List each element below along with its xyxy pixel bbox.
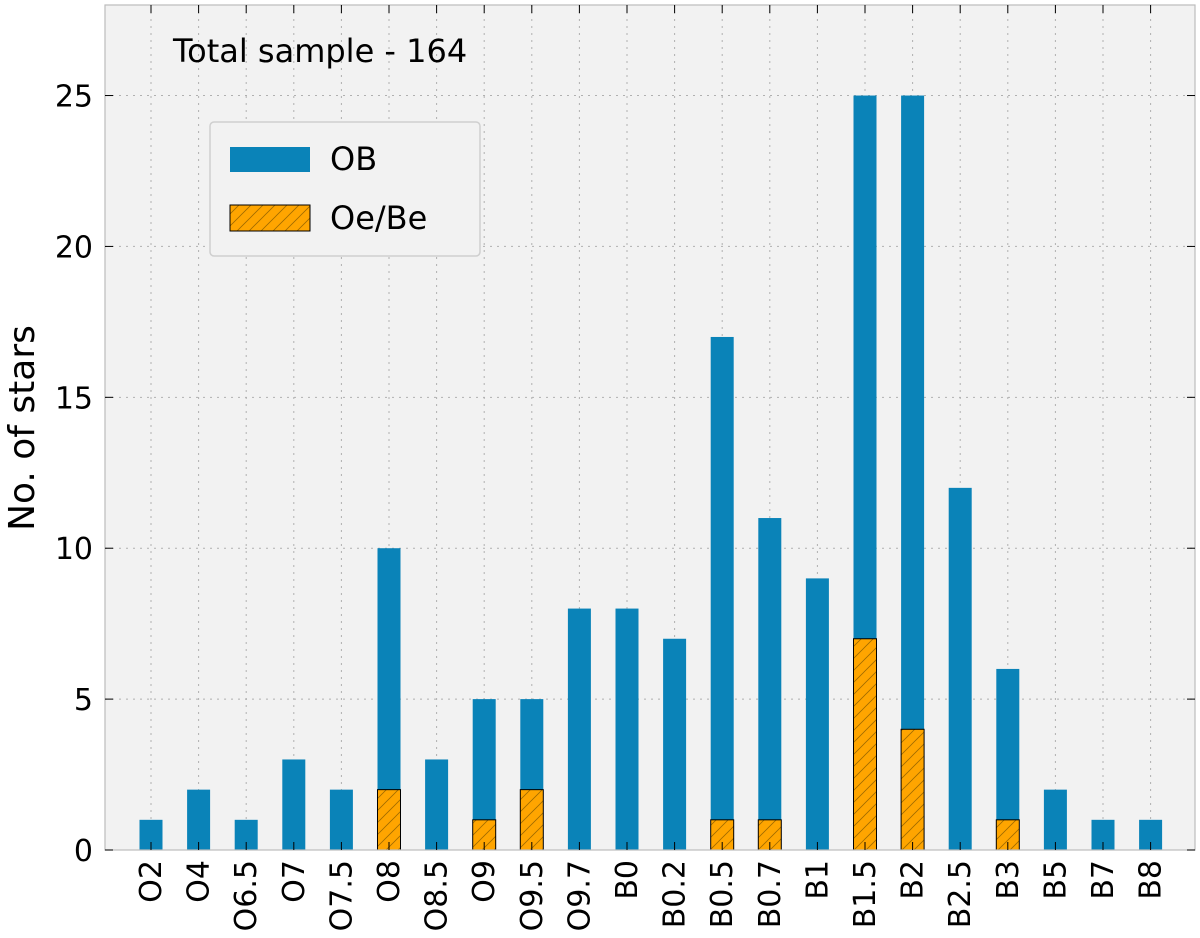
x-tick-label-B0.5: B0.5 [705, 860, 740, 928]
x-tick-label-O4: O4 [182, 860, 217, 903]
x-tick-label-B2.5: B2.5 [943, 860, 978, 928]
bar-ob-O9.7 [567, 608, 591, 850]
y-tick-label: 20 [55, 230, 93, 265]
x-tick-label-O7.5: O7.5 [324, 860, 359, 931]
bar-ob-O8.5 [425, 759, 449, 850]
bar-oebe-hatch-O8 [377, 789, 401, 851]
x-tick-label-O8.5: O8.5 [420, 860, 455, 931]
x-axis-ticks: O2 O4 O6.5 O7 O7.5 O8 O8.5 O9 O9.5 O9.7 B0 B0.2 B0.5… [134, 5, 1169, 931]
bar-ob-O2 [139, 819, 163, 850]
bar-ob-B7 [1091, 819, 1115, 850]
bar-ob-B2 [901, 95, 925, 851]
y-tick-label: 25 [55, 80, 93, 115]
x-tick-label-O9.7: O9.7 [562, 860, 597, 931]
y-tick-label: 0 [74, 834, 93, 869]
x-tick-label-B0.2: B0.2 [658, 860, 693, 928]
y-axis-label: No. of stars [2, 325, 43, 531]
y-tick-label: 15 [55, 381, 93, 416]
x-tick-label-B0.7: B0.7 [753, 860, 788, 928]
bar-ob-O6.5 [234, 819, 258, 850]
x-tick-label-O8: O8 [372, 860, 407, 903]
bar-ob-B2.5 [948, 487, 972, 850]
bar-ob-O4 [187, 789, 211, 850]
plot-frame [104, 4, 1196, 851]
x-tick-label-B8: B8 [1134, 860, 1169, 900]
bar-ob-B5 [1043, 789, 1067, 850]
x-tick-label-B3: B3 [991, 860, 1026, 900]
x-tick-label-O9.5: O9.5 [515, 860, 550, 931]
bar-ob-B8 [1139, 819, 1163, 850]
bar-ob-B0.5 [710, 336, 734, 850]
x-tick-label-B7: B7 [1086, 860, 1121, 900]
x-tick-label-B1: B1 [800, 860, 835, 900]
bar-ob-B3 [996, 668, 1020, 850]
x-tick-label-B1.5: B1.5 [848, 860, 883, 928]
bar-ob-O8 [377, 548, 401, 850]
x-tick-label-O7: O7 [277, 860, 312, 903]
x-tick-label-B2: B2 [896, 860, 931, 900]
x-tick-label-O9: O9 [467, 860, 502, 903]
bar-oebe-hatch-O9.5 [519, 789, 544, 851]
legend-swatch-oebe-hatch [229, 204, 311, 232]
bars [139, 95, 1163, 851]
bar-ob-B0.7 [758, 518, 782, 850]
bar-ob-O7.5 [329, 789, 353, 850]
bar-ob-B0.2 [663, 638, 687, 850]
bar-ob-O9 [472, 699, 496, 850]
y-axis-ticks: 0 5 10 15 20 25 [55, 80, 1195, 869]
x-tick-label-B5: B5 [1038, 860, 1073, 900]
bar-ob-B0 [615, 608, 639, 850]
x-tick-label-O6.5: O6.5 [229, 860, 264, 931]
x-tick-label-O2: O2 [134, 860, 169, 903]
bar-ob-B1 [805, 578, 829, 850]
bar-oebe-hatch-B1.5 [853, 638, 877, 851]
legend: OB Oe/Be [209, 121, 481, 257]
legend-label-oebe: Oe/Be [330, 199, 427, 237]
legend-label-ob: OB [330, 140, 377, 178]
bar-oebe-hatch-B2 [900, 728, 925, 851]
y-tick-label: 10 [55, 532, 93, 567]
y-tick-label: 5 [74, 683, 93, 718]
chart-annotation: Total sample - 164 [172, 32, 467, 70]
x-tick-label-B0: B0 [610, 860, 645, 900]
bar-ob-O7 [282, 759, 306, 850]
legend-swatch-ob [230, 147, 310, 172]
